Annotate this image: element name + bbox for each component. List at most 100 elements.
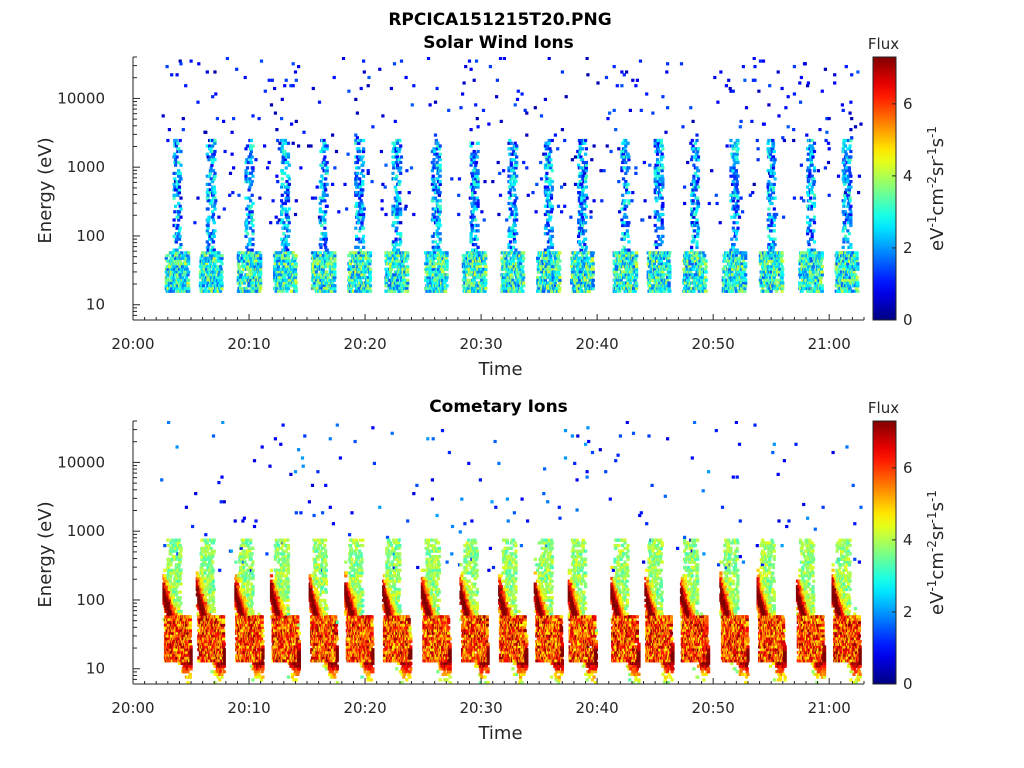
flux-cell xyxy=(263,89,267,93)
flux-cell xyxy=(521,265,525,269)
flux-cell xyxy=(174,163,178,167)
flux-cell xyxy=(249,171,253,175)
flux-cell xyxy=(512,286,516,291)
flux-cell xyxy=(211,254,215,258)
flux-cell xyxy=(322,147,326,151)
flux-cell xyxy=(549,149,553,154)
flux-cell xyxy=(178,265,182,269)
flux-cell xyxy=(211,215,215,219)
flux-cell xyxy=(515,218,519,222)
flux-cell xyxy=(618,256,622,260)
flux-cell xyxy=(632,262,636,266)
flux-cell xyxy=(457,212,461,217)
flux-cell xyxy=(623,166,627,170)
flux-cell xyxy=(514,166,518,170)
flux-cell xyxy=(429,259,433,263)
flux-cell xyxy=(211,180,215,184)
flux-cell xyxy=(334,149,339,154)
flux-cell xyxy=(478,265,482,269)
flux-cell xyxy=(287,229,291,233)
flux-cell xyxy=(474,152,478,156)
flux-cell xyxy=(635,267,639,271)
flux-cell xyxy=(283,223,287,228)
flux-cell xyxy=(355,160,359,165)
flux-cell xyxy=(525,166,529,170)
flux-cell xyxy=(250,212,254,217)
flux-cell xyxy=(245,212,250,217)
flux-cell xyxy=(281,284,285,288)
flux-cell xyxy=(322,191,326,195)
flux-cell xyxy=(246,160,250,165)
flux-cell xyxy=(173,152,177,156)
flux-cell xyxy=(294,199,298,203)
flux-cell xyxy=(361,237,365,241)
flux-cell xyxy=(324,256,328,260)
flux-cell xyxy=(294,262,298,266)
flux-cell xyxy=(483,284,487,288)
flux-cell xyxy=(563,182,567,186)
flux-cell xyxy=(174,254,178,258)
flux-cell xyxy=(577,199,581,203)
flux-cell xyxy=(543,270,547,274)
flux-cell xyxy=(395,160,399,165)
flux-cell xyxy=(251,278,255,282)
flux-cell xyxy=(384,212,388,217)
flux-cell xyxy=(392,163,396,167)
flux-cell xyxy=(362,226,366,230)
flux-cell xyxy=(396,166,400,170)
flux-cell xyxy=(175,248,179,252)
flux-cell xyxy=(472,78,476,82)
flux-cell xyxy=(392,212,397,217)
flux-cell xyxy=(167,128,171,132)
flux-cell xyxy=(358,265,362,269)
flux-cell xyxy=(580,210,584,214)
flux-cell xyxy=(579,256,583,260)
flux-cell xyxy=(324,163,328,167)
flux-cell xyxy=(324,240,328,244)
flux-cell xyxy=(251,237,255,241)
flux-cell xyxy=(635,286,639,291)
flux-cell xyxy=(546,223,550,228)
flux-cell xyxy=(368,278,373,282)
flux-cell xyxy=(547,160,551,165)
flux-cell xyxy=(656,138,660,143)
flux-cell xyxy=(244,254,248,258)
flux-cell xyxy=(360,191,364,195)
flux-cell xyxy=(573,270,577,274)
flux-cell xyxy=(656,273,660,277)
flux-cell xyxy=(484,270,488,274)
flux-cell xyxy=(553,281,557,285)
flux-cell xyxy=(581,218,585,222)
flux-cell xyxy=(471,248,475,252)
flux-cell xyxy=(399,262,403,266)
flux-cell xyxy=(438,207,442,211)
flux-cell xyxy=(283,243,287,247)
flux-cell xyxy=(583,256,587,260)
flux-cell xyxy=(392,284,396,288)
flux-cell xyxy=(578,218,582,222)
flux-cell xyxy=(246,204,250,208)
flux-cell xyxy=(657,218,661,222)
flux-cell xyxy=(469,163,473,167)
flux-cell xyxy=(543,212,547,217)
flux-cell xyxy=(544,204,548,208)
flux-cell xyxy=(627,254,631,258)
flux-cell xyxy=(648,163,652,167)
flux-cell xyxy=(583,207,587,211)
flux-cell xyxy=(208,155,212,159)
flux-cell xyxy=(277,259,281,263)
flux-cell xyxy=(656,141,660,145)
flux-cell xyxy=(573,259,578,263)
flux-cell xyxy=(477,270,481,274)
flux-cell xyxy=(463,275,467,280)
flux-cell xyxy=(431,196,435,200)
flux-cell xyxy=(187,284,191,288)
flux-cell xyxy=(578,278,582,282)
flux-cell xyxy=(584,265,588,269)
flux-cell xyxy=(400,289,404,293)
flux-cell xyxy=(245,207,249,211)
flux-cell xyxy=(259,286,263,291)
flux-cell xyxy=(522,160,526,165)
flux-cell xyxy=(230,152,234,156)
flux-cell xyxy=(438,199,442,203)
